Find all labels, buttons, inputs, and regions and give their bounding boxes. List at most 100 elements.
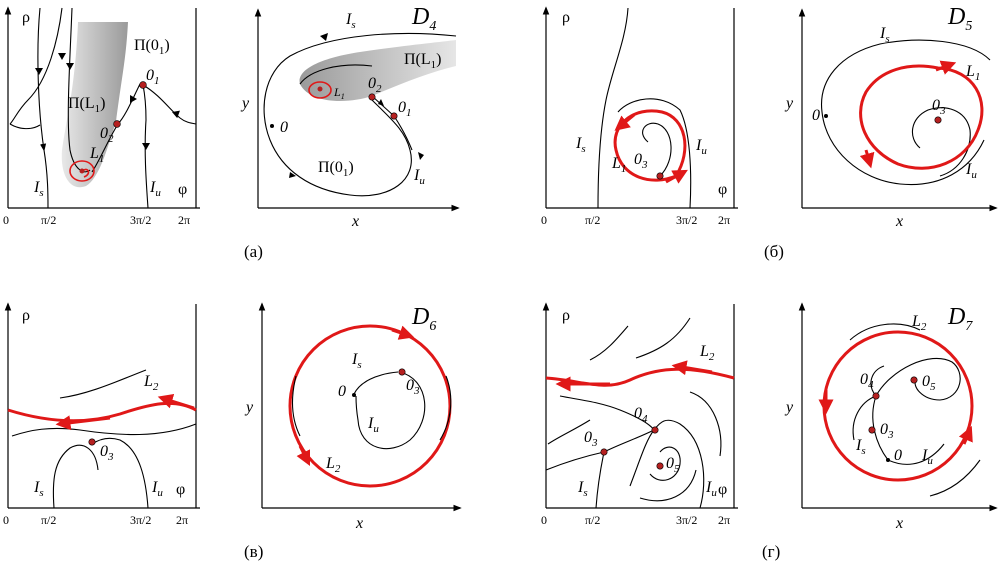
basin-shade: [299, 40, 456, 101]
traj: [299, 64, 373, 85]
arrow: [320, 33, 328, 41]
arrow: [378, 99, 384, 106]
panel-a-right-D4: y x D4 Is Π(L1) 02 01 L1 0 Π(01) Iu: [240, 4, 460, 230]
label-Pi-O1: Π(01): [134, 37, 170, 57]
y-label: y: [784, 399, 794, 416]
tick-0: 0: [3, 213, 9, 227]
label-L1: L1: [965, 63, 980, 83]
fixed-point-O3: [600, 448, 608, 456]
traj: [547, 419, 591, 445]
panel-b-left: ρ φ 0 π/2 3π/2 2π Is Iu L1 03: [541, 6, 738, 227]
label-Is: Is: [345, 11, 356, 31]
separatrix-Iu: [617, 98, 692, 209]
label-O3: 03: [100, 443, 114, 463]
traj: [852, 395, 877, 441]
traj: [649, 446, 681, 481]
separatrix-Iu: [887, 443, 945, 465]
limit-cycle-L2: [288, 324, 452, 488]
separatrix-Iu: [653, 419, 705, 509]
panel-title-D5: D5: [947, 4, 972, 34]
label-O: 0: [894, 447, 902, 464]
x-label: x: [895, 515, 903, 532]
separatrix-Is: [597, 7, 629, 209]
traj: [639, 469, 697, 502]
traj: [875, 357, 961, 401]
separatrix-Is: [595, 451, 605, 509]
basin-shade: [61, 22, 128, 188]
rho-label: ρ: [22, 307, 30, 324]
fixed-point-O3: [656, 172, 664, 180]
label-O4: 04: [860, 371, 874, 391]
label-Iu: Iu: [705, 479, 717, 499]
label-Iu: Iu: [921, 447, 933, 467]
fixed-point: [317, 86, 323, 92]
tick-pi2: π/2: [585, 513, 600, 527]
traj: [545, 451, 605, 471]
panel-a-left: ρ φ 0 π/2 3π/2 2π 01 02 L1 Π(01) Π(: [3, 6, 200, 227]
label-Iu: Iu: [413, 167, 425, 187]
tick-pi2: π/2: [41, 513, 56, 527]
y-label: y: [784, 95, 794, 112]
traj: [559, 395, 655, 431]
x-label: x: [355, 515, 363, 532]
caption-d: (г): [762, 542, 780, 561]
cycle-arrow: [614, 113, 635, 131]
fixed-point-O4: [872, 392, 880, 400]
panel-d-right-D7: y x D7 L2 04 05 03 Is 0 Iu: [784, 302, 998, 532]
fixed-point-O2: [368, 93, 376, 101]
limit-cycle-L1: [308, 81, 332, 99]
traj: [629, 429, 655, 487]
traj: [59, 369, 147, 399]
separatrix-Is: [353, 371, 399, 395]
rho-label: ρ: [562, 9, 570, 26]
label-Is: Is: [33, 179, 44, 199]
x-label: x: [351, 213, 359, 230]
label-O1: 01: [146, 67, 160, 87]
caption-a: (а): [244, 242, 263, 261]
arrow: [35, 68, 43, 75]
traj: [929, 459, 981, 497]
limit-cycle-L1: [859, 64, 984, 170]
caption-c: (в): [244, 542, 263, 561]
cycle-arrow: [671, 360, 713, 376]
cycle-arrow: [859, 149, 875, 169]
cycle-arrow: [958, 425, 973, 445]
cycle-arrow: [391, 325, 415, 340]
tick-pi2: π/2: [585, 213, 600, 227]
arrow: [58, 53, 66, 60]
phi-label: φ: [718, 481, 727, 498]
traj: [849, 323, 921, 341]
label-Is: Is: [575, 135, 586, 155]
fixed-point-O3: [88, 438, 96, 446]
fixed-point-O: [886, 458, 890, 462]
label-L2: L2: [911, 313, 927, 333]
label-O: 0: [280, 119, 288, 136]
cycle-arrow: [665, 169, 688, 184]
cycle-arrow: [296, 445, 311, 467]
tick-3pi2: 3π/2: [676, 213, 697, 227]
label-O3: 03: [880, 421, 894, 441]
tick-3pi2: 3π/2: [130, 213, 151, 227]
label-O: 0: [338, 383, 346, 400]
label-O3: 03: [634, 151, 648, 171]
label-Iu: Iu: [367, 415, 379, 435]
limit-cycle-L1: [69, 160, 95, 182]
label-O4: 04: [634, 405, 648, 425]
x-label: x: [895, 213, 903, 230]
separatrix-Is: [820, 39, 991, 186]
label-Iu: Iu: [965, 161, 977, 181]
label-O2: 02: [368, 75, 382, 95]
tick-pi2: π/2: [41, 213, 56, 227]
separatrix-Iu: [142, 84, 149, 209]
fixed-point-O4: [651, 426, 659, 434]
label-Is: Is: [351, 351, 362, 371]
rho-label: ρ: [562, 307, 570, 324]
label-Iu: Iu: [149, 179, 161, 199]
panel-c-left: ρ φ 0 π/2 3π/2 2π L2 03 Is Iu: [3, 302, 200, 527]
phi-label: φ: [178, 181, 187, 198]
separatrix-Iu: [91, 437, 149, 509]
traj: [371, 95, 395, 117]
label-L2: L2: [699, 343, 715, 363]
label-O5: 05: [666, 455, 680, 475]
fixed-point-O: [270, 124, 274, 128]
